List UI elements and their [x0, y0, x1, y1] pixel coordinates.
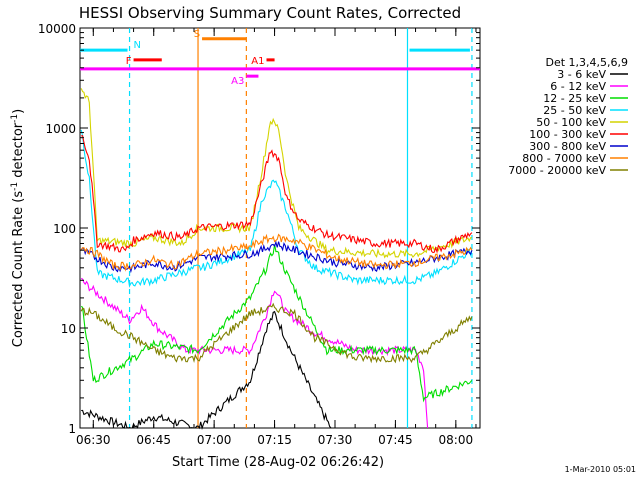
series-lines: [80, 88, 473, 431]
chart-title: HESSI Observing Summary Count Rates, Cor…: [79, 4, 461, 22]
series-line-7: [80, 233, 473, 272]
legend-label-4: 50 - 100 keV: [536, 116, 606, 129]
x-axis-label: Start Time (28-Aug-02 06:26:42): [172, 455, 384, 470]
annotation-label-S: S: [194, 29, 200, 40]
x-tick-label-4: 07:30: [318, 433, 353, 447]
annotation-label-A1: A1: [251, 56, 264, 67]
annotation-bars: NF S A1 A3: [80, 29, 480, 87]
legend-label-8: 7000 - 20000 keV: [508, 164, 606, 177]
y-tick-label-1: 10: [61, 322, 76, 336]
y-tick-label-2: 100: [53, 222, 76, 236]
plot-frame: [79, 27, 481, 429]
x-tick-label-0: 06:30: [76, 433, 111, 447]
y-tick-label-3: 1000: [45, 122, 76, 136]
series-line-3: [80, 129, 473, 288]
x-tick-label-1: 06:45: [136, 433, 171, 447]
y-tick-label-4: 10000: [38, 22, 76, 36]
legend-label-6: 300 - 800 keV: [529, 140, 606, 153]
x-tick-label-6: 08:00: [439, 433, 474, 447]
series-line-2: [80, 244, 473, 403]
y-axis-label: Corrected Count Rate (s-1 detector-1): [10, 109, 26, 347]
x-tick-label-2: 07:00: [197, 433, 232, 447]
x-axis: 06:30 06:45 07:00 07:15 07:30 07:45 08:00: [76, 28, 477, 447]
annotation-label-A3: A3: [231, 76, 244, 87]
legend-label-5: 100 - 300 keV: [529, 128, 606, 141]
series-line-4: [80, 88, 472, 259]
footer-date: 1-Mar-2010 05:01: [565, 465, 636, 474]
legend-label-1: 6 - 12 keV: [550, 80, 606, 93]
legend-label-7: 800 - 7000 keV: [522, 152, 606, 165]
legend-header: Det 1,3,4,5,6,9: [545, 56, 628, 69]
series-line-8: [80, 302, 473, 364]
legend-label-2: 12 - 25 keV: [543, 92, 606, 105]
x-tick-label-3: 07:15: [257, 433, 292, 447]
y-tick-label-0: 1: [68, 422, 76, 436]
series-line-6: [80, 240, 473, 274]
x-tick-label-5: 07:45: [378, 433, 413, 447]
annotation-label-N: N: [134, 40, 141, 51]
series-line-5: [81, 135, 473, 254]
annotation-label-F: F: [126, 56, 132, 67]
series-line-0: [81, 310, 332, 431]
series-line-1: [80, 277, 429, 429]
legend-label-0: 3 - 6 keV: [557, 68, 606, 81]
legend-label-3: 25 - 50 keV: [543, 104, 606, 117]
y-axis: 1 10 100 1000 10000: [38, 22, 480, 436]
